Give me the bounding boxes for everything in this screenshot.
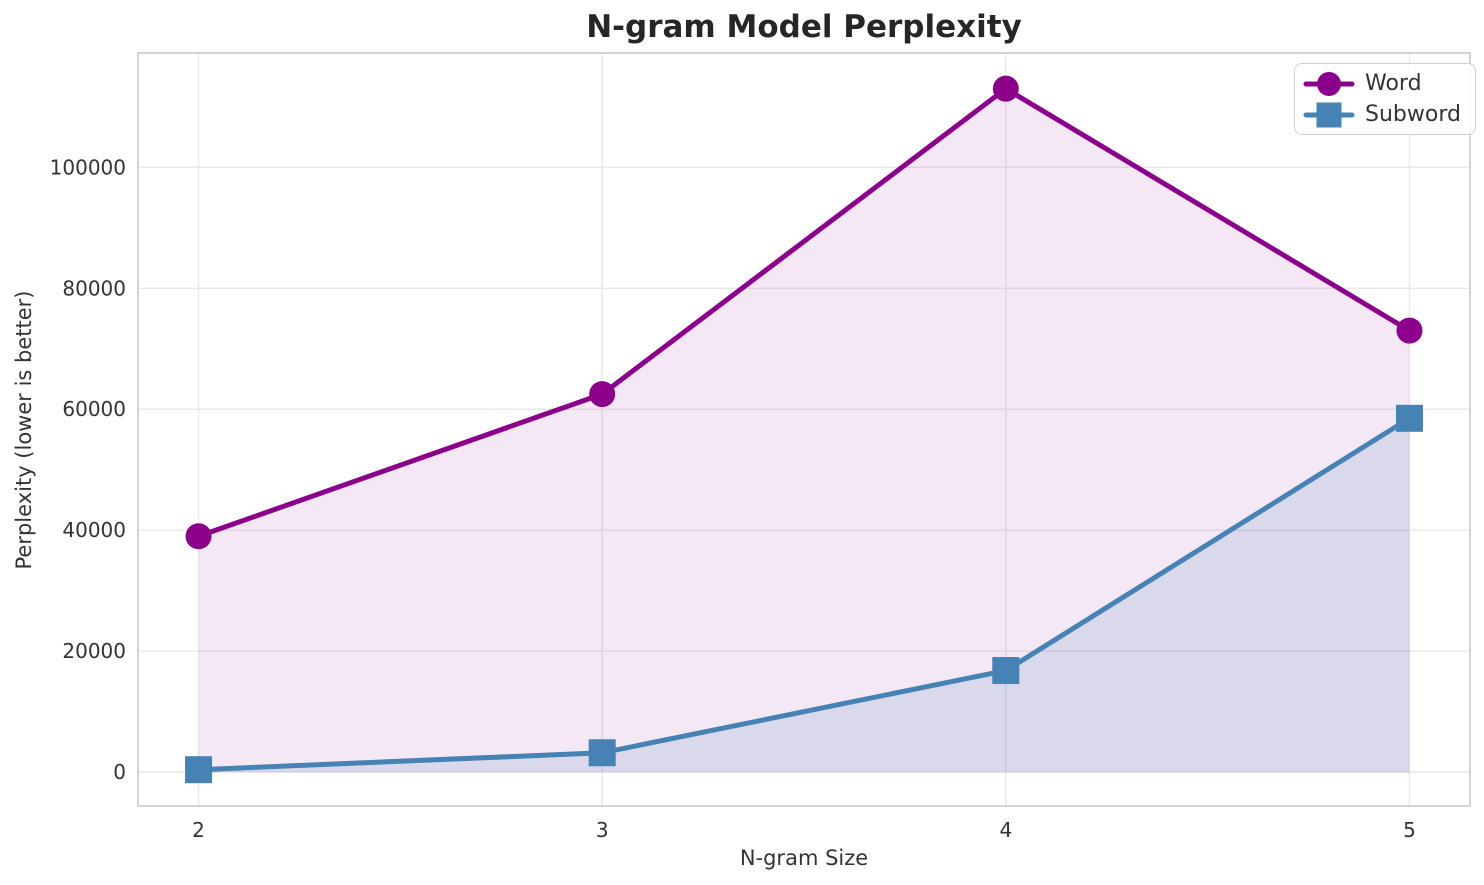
legend-label-word: Word xyxy=(1365,71,1422,96)
plot-border xyxy=(137,52,1471,807)
x-tick-label: 2 xyxy=(192,818,205,842)
subword-line xyxy=(196,415,1412,773)
legend-label-subword: Subword xyxy=(1365,102,1461,127)
legend: Word Subword xyxy=(1294,63,1476,135)
word-marker xyxy=(589,381,616,408)
x-axis-label: N-gram Size xyxy=(739,846,869,870)
subword-marker xyxy=(588,739,616,767)
subword-marker xyxy=(1395,404,1423,432)
y-tick-label: 20000 xyxy=(62,639,126,663)
subword-marker xyxy=(185,756,213,784)
y-tick-label: 100000 xyxy=(50,155,126,179)
subword-area-fill xyxy=(198,418,1410,773)
y-tick-label: 0 xyxy=(113,760,126,784)
word-marker xyxy=(185,523,212,550)
subword-legend-marker-icon xyxy=(1303,102,1355,127)
x-tick-label: 4 xyxy=(999,818,1012,842)
word-line xyxy=(196,86,1412,539)
legend-item-subword: Subword xyxy=(1303,99,1461,130)
legend-item-word: Word xyxy=(1303,68,1461,99)
chart-title: N-gram Model Perplexity xyxy=(586,9,1022,45)
y-tick-label: 80000 xyxy=(62,276,126,300)
word-marker xyxy=(1396,317,1423,344)
y-tick-label: 40000 xyxy=(62,518,126,542)
x-tick-label: 3 xyxy=(596,818,609,842)
word-marker xyxy=(992,75,1019,102)
y-tick-label: 60000 xyxy=(62,397,126,421)
word-legend-marker-icon xyxy=(1303,71,1355,96)
word-area-fill xyxy=(198,88,1410,773)
subword-marker xyxy=(992,657,1020,685)
x-tick-label: 5 xyxy=(1403,818,1416,842)
